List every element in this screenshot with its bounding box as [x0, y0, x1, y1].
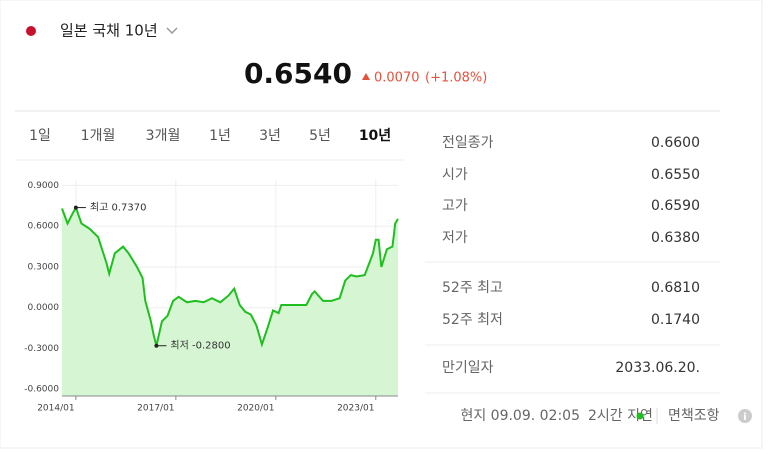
- stat-label: 고가: [442, 198, 468, 214]
- x-tick-label: 2017/01: [137, 404, 174, 414]
- up-arrow: [362, 73, 370, 80]
- area: [62, 207, 398, 396]
- stat-label: 시가: [442, 167, 468, 183]
- annotation: 최고 0.7370: [90, 202, 147, 214]
- period-tab[interactable]: 1일: [29, 128, 51, 144]
- y-tick-label: 0.9000: [28, 181, 60, 191]
- period-tab[interactable]: 3년: [259, 128, 281, 144]
- info-icon[interactable]: [738, 409, 752, 423]
- x-tick-label: 2023/01: [337, 404, 374, 414]
- price: 0.6540: [244, 57, 352, 90]
- y-tick-label: 0.0000: [28, 303, 60, 313]
- y-tick-label: -0.3000: [24, 344, 59, 354]
- x-tick-label: 2014/01: [37, 404, 74, 414]
- y-tick-label: 0.6000: [28, 222, 60, 232]
- annotation: 최저 -0.2800: [170, 340, 230, 352]
- period-tab[interactable]: 3개월: [146, 128, 181, 144]
- stat-label: 52주 최고: [442, 280, 503, 296]
- stat-value: 0.6590: [651, 198, 700, 214]
- y-tick-label: -0.6000: [24, 385, 59, 395]
- stat-label: 저가: [442, 230, 468, 246]
- stat-label: 전일종가: [442, 135, 494, 151]
- stat-value: 2033.06.20.: [615, 360, 700, 376]
- stat-value: 0.6550: [651, 167, 700, 183]
- period-tab[interactable]: 10년: [359, 128, 391, 144]
- period-tab[interactable]: 1년: [209, 128, 231, 144]
- delay: 2시간 지연: [588, 408, 653, 424]
- chevron[interactable]: [166, 27, 178, 35]
- line: [61, 205, 399, 348]
- live-dot: [636, 412, 644, 420]
- stat-label: 52주 최저: [442, 312, 503, 328]
- info-glyph: i: [743, 412, 746, 423]
- y-tick-label: 0.3000: [28, 262, 60, 272]
- title[interactable]: 일본 국채 10년: [60, 22, 158, 40]
- disclaimer[interactable]: 면책조항: [668, 408, 720, 424]
- stat-value: 0.6810: [651, 280, 700, 296]
- stat-value: 0.6600: [651, 135, 700, 151]
- period-tab[interactable]: 1개월: [81, 128, 116, 144]
- x-tick-label: 2020/01: [237, 404, 274, 414]
- change-pct: (+1.08%): [425, 71, 487, 86]
- time: 현지 09.09. 02:05: [460, 408, 580, 424]
- stat-value: 0.1740: [651, 312, 700, 328]
- stat-label: 만기일자: [442, 360, 494, 376]
- period-tab[interactable]: 5년: [309, 128, 331, 144]
- stat-value: 0.6380: [651, 230, 700, 246]
- flag: [26, 26, 36, 36]
- change: 0.0070: [374, 71, 420, 86]
